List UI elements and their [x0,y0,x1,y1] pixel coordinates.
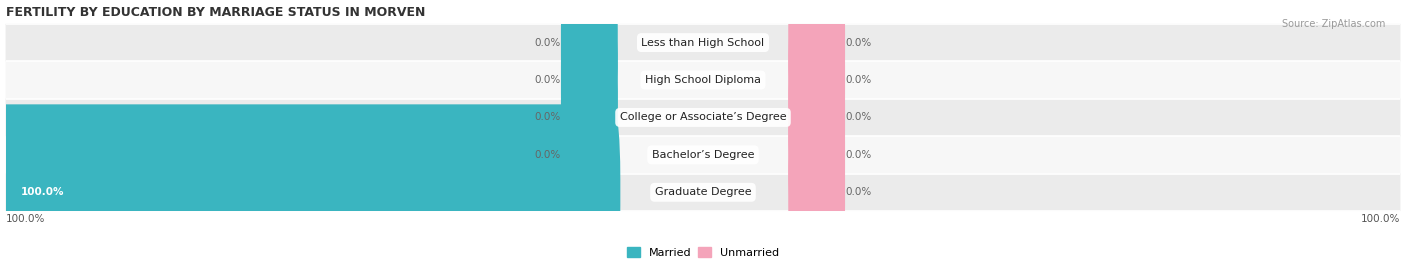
Text: 0.0%: 0.0% [534,150,561,160]
Text: Source: ZipAtlas.com: Source: ZipAtlas.com [1281,19,1385,29]
Text: 0.0%: 0.0% [534,112,561,122]
Text: College or Associate’s Degree: College or Associate’s Degree [620,112,786,122]
FancyBboxPatch shape [789,11,845,149]
FancyBboxPatch shape [6,136,1400,174]
Text: 0.0%: 0.0% [845,75,872,85]
Text: High School Diploma: High School Diploma [645,75,761,85]
FancyBboxPatch shape [561,11,617,149]
Text: Bachelor’s Degree: Bachelor’s Degree [652,150,754,160]
Text: 0.0%: 0.0% [845,150,872,160]
Text: 0.0%: 0.0% [534,38,561,48]
Text: FERTILITY BY EDUCATION BY MARRIAGE STATUS IN MORVEN: FERTILITY BY EDUCATION BY MARRIAGE STATU… [6,6,425,19]
FancyBboxPatch shape [561,86,617,224]
FancyBboxPatch shape [6,24,1400,61]
FancyBboxPatch shape [0,104,620,269]
FancyBboxPatch shape [561,48,617,187]
FancyBboxPatch shape [561,0,617,112]
Text: 0.0%: 0.0% [845,38,872,48]
FancyBboxPatch shape [789,123,845,261]
Text: 100.0%: 100.0% [1361,214,1400,224]
FancyBboxPatch shape [789,86,845,224]
Text: Graduate Degree: Graduate Degree [655,187,751,197]
Text: 0.0%: 0.0% [534,75,561,85]
Legend: Married, Unmarried: Married, Unmarried [627,247,779,258]
Text: 100.0%: 100.0% [6,214,45,224]
FancyBboxPatch shape [6,99,1400,136]
Text: 0.0%: 0.0% [845,112,872,122]
Text: Less than High School: Less than High School [641,38,765,48]
FancyBboxPatch shape [6,61,1400,99]
Text: 100.0%: 100.0% [21,187,65,197]
FancyBboxPatch shape [789,48,845,187]
FancyBboxPatch shape [6,174,1400,211]
FancyBboxPatch shape [789,0,845,112]
Text: 0.0%: 0.0% [845,187,872,197]
